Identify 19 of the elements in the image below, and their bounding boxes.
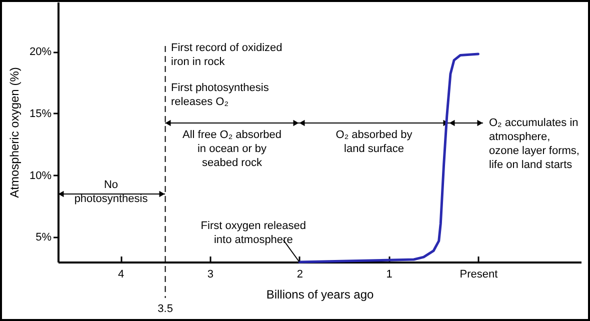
annotation: All free O₂ absorbed in ocean or by seabed rock [182, 129, 282, 169]
y-tick-label: 10% [29, 170, 52, 182]
annotation: First record of oxidized iron in rock [171, 42, 282, 68]
annotation: First oxygen released into atmosphere [200, 220, 306, 246]
y-tick-label: 20% [29, 46, 52, 58]
y-axis-title: Atmospheric oxygen (%) [7, 67, 22, 198]
annotation: No photosynthesis [74, 179, 148, 205]
annotation: O₂ accumulates in atmosphere, ozone layer forms, life on land starts [489, 117, 580, 171]
y-tick-label: 15% [29, 108, 52, 120]
y-tick-label: 5% [36, 232, 52, 244]
x-tick-label: 2 [296, 268, 303, 280]
x-tick-label: 1 [386, 268, 392, 280]
annotation: O₂ absorbed by land surface [336, 129, 413, 155]
annotation: First photosynthesis releases O₂ [171, 82, 270, 108]
ref-line-label: 3.5 [158, 303, 173, 315]
x-axis-title: Billions of years ago [266, 288, 374, 302]
x-tick-label: 4 [118, 268, 124, 280]
x-tick-label: Present [460, 268, 498, 280]
x-tick-label: 3 [207, 268, 214, 280]
